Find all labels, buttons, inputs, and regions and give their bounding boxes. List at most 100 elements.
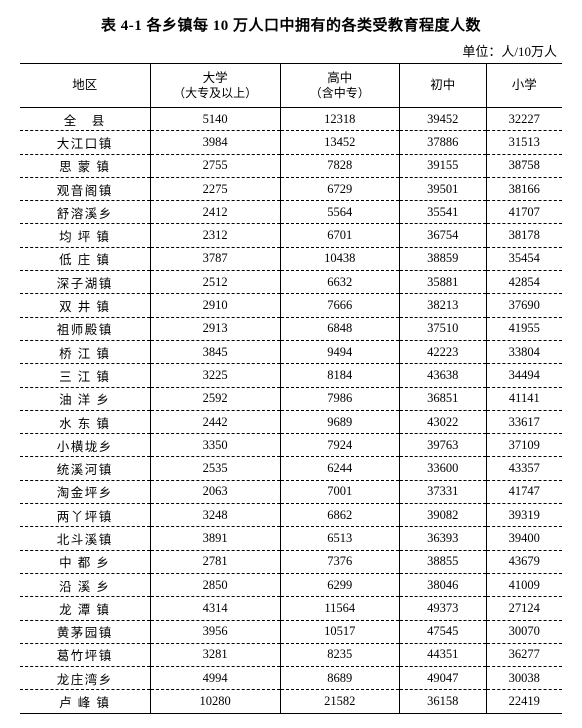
cell-elementary: 37690	[486, 294, 562, 317]
cell-middle: 39763	[399, 434, 486, 457]
col-university: 大学 （大专及以上）	[150, 64, 280, 108]
table-row: 大江口镇3984134523788631513	[20, 131, 562, 154]
cell-middle: 37331	[399, 480, 486, 503]
cell-university: 4314	[150, 597, 280, 620]
cell-university: 2063	[150, 480, 280, 503]
cell-middle: 43022	[399, 410, 486, 433]
cell-elementary: 27124	[486, 597, 562, 620]
table-row: 均 坪 镇231267013675438178	[20, 224, 562, 247]
col-region: 地区	[20, 64, 150, 108]
cell-university: 2781	[150, 550, 280, 573]
cell-middle: 44351	[399, 643, 486, 666]
cell-region: 均 坪 镇	[20, 224, 150, 247]
cell-region: 沿 溪 乡	[20, 573, 150, 596]
cell-middle: 39501	[399, 177, 486, 200]
cell-region: 龙 潭 镇	[20, 597, 150, 620]
cell-elementary: 38166	[486, 177, 562, 200]
table-row: 北斗溪镇389165133639339400	[20, 527, 562, 550]
table-row: 三 江 镇322581844363834494	[20, 364, 562, 387]
cell-university: 2412	[150, 201, 280, 224]
cell-university: 3248	[150, 504, 280, 527]
cell-university: 2535	[150, 457, 280, 480]
cell-region: 卢 峰 镇	[20, 690, 150, 713]
cell-highschool: 7924	[280, 434, 399, 457]
cell-elementary: 33804	[486, 340, 562, 363]
table-header-row: 地区 大学 （大专及以上） 高中 （含中专） 初中 小学	[20, 64, 562, 108]
cell-highschool: 11564	[280, 597, 399, 620]
table-row: 葛竹坪镇328182354435136277	[20, 643, 562, 666]
cell-middle: 36393	[399, 527, 486, 550]
cell-highschool: 6862	[280, 504, 399, 527]
cell-middle: 38046	[399, 573, 486, 596]
cell-highschool: 6632	[280, 271, 399, 294]
cell-elementary: 35454	[486, 247, 562, 270]
cell-region: 两丫坪镇	[20, 504, 150, 527]
cell-elementary: 39319	[486, 504, 562, 527]
cell-region: 桥 江 镇	[20, 340, 150, 363]
cell-highschool: 6244	[280, 457, 399, 480]
cell-region: 中 都 乡	[20, 550, 150, 573]
cell-university: 2512	[150, 271, 280, 294]
table-row: 中 都 乡278173763885543679	[20, 550, 562, 573]
table-row: 思 蒙 镇275578283915538758	[20, 154, 562, 177]
cell-elementary: 38178	[486, 224, 562, 247]
col-highschool-label: 高中	[327, 71, 352, 85]
cell-elementary: 37109	[486, 434, 562, 457]
cell-middle: 42223	[399, 340, 486, 363]
table-row: 小横垅乡335079243976337109	[20, 434, 562, 457]
table-row: 卢 峰 镇10280215823615822419	[20, 690, 562, 713]
cell-region: 深子湖镇	[20, 271, 150, 294]
cell-middle: 36158	[399, 690, 486, 713]
cell-middle: 43638	[399, 364, 486, 387]
cell-region: 北斗溪镇	[20, 527, 150, 550]
cell-university: 3984	[150, 131, 280, 154]
cell-highschool: 6729	[280, 177, 399, 200]
cell-region: 低 庄 镇	[20, 247, 150, 270]
cell-university: 2755	[150, 154, 280, 177]
cell-elementary: 38758	[486, 154, 562, 177]
table-row: 深子湖镇251266323588142854	[20, 271, 562, 294]
col-elementary: 小学	[486, 64, 562, 108]
cell-middle: 38855	[399, 550, 486, 573]
cell-middle: 38859	[399, 247, 486, 270]
cell-middle: 39082	[399, 504, 486, 527]
cell-region: 水 东 镇	[20, 410, 150, 433]
cell-region: 双 井 镇	[20, 294, 150, 317]
cell-elementary: 33617	[486, 410, 562, 433]
cell-highschool: 6701	[280, 224, 399, 247]
cell-middle: 49373	[399, 597, 486, 620]
col-university-label: 大学	[203, 71, 228, 85]
cell-elementary: 32227	[486, 108, 562, 131]
cell-elementary: 41747	[486, 480, 562, 503]
cell-middle: 39452	[399, 108, 486, 131]
cell-middle: 49047	[399, 667, 486, 690]
cell-elementary: 41707	[486, 201, 562, 224]
cell-region: 祖师殿镇	[20, 317, 150, 340]
cell-elementary: 43357	[486, 457, 562, 480]
cell-region: 葛竹坪镇	[20, 643, 150, 666]
cell-highschool: 21582	[280, 690, 399, 713]
cell-region: 思 蒙 镇	[20, 154, 150, 177]
cell-highschool: 7376	[280, 550, 399, 573]
cell-university: 3845	[150, 340, 280, 363]
table-row: 沿 溪 乡285062993804641009	[20, 573, 562, 596]
cell-region: 龙庄湾乡	[20, 667, 150, 690]
cell-highschool: 10438	[280, 247, 399, 270]
cell-elementary: 43679	[486, 550, 562, 573]
cell-university: 3956	[150, 620, 280, 643]
cell-region: 小横垅乡	[20, 434, 150, 457]
cell-highschool: 10517	[280, 620, 399, 643]
cell-university: 2442	[150, 410, 280, 433]
col-university-sub: （大专及以上）	[151, 86, 280, 102]
cell-university: 10280	[150, 690, 280, 713]
cell-highschool: 6513	[280, 527, 399, 550]
table-row: 观音阁镇227567293950138166	[20, 177, 562, 200]
cell-highschool: 8689	[280, 667, 399, 690]
cell-highschool: 9689	[280, 410, 399, 433]
cell-highschool: 8184	[280, 364, 399, 387]
cell-highschool: 12318	[280, 108, 399, 131]
cell-elementary: 36277	[486, 643, 562, 666]
cell-highschool: 8235	[280, 643, 399, 666]
cell-university: 2850	[150, 573, 280, 596]
table-row: 两丫坪镇324868623908239319	[20, 504, 562, 527]
